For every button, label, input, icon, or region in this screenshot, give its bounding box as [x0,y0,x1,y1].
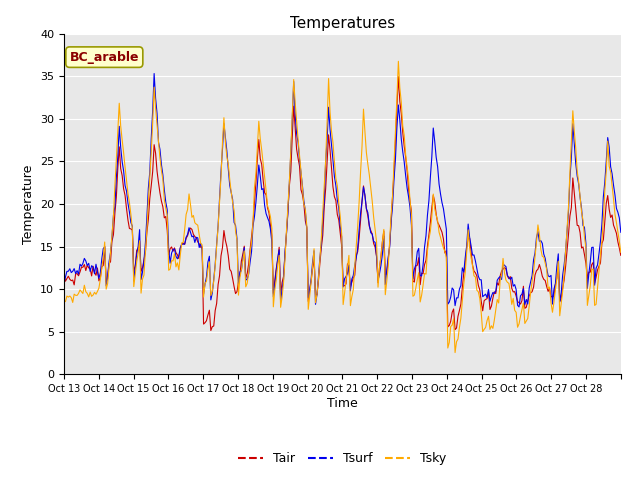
Tair [348,279,356,285]
Tsky [346,303,354,309]
Tair [460,270,468,276]
Tsurf [97,270,104,276]
Tsky [451,350,459,356]
Tsky [617,250,625,255]
Tsky [616,239,623,244]
Tair [617,252,625,258]
Tsky [460,281,468,287]
Tsky [79,290,87,296]
Text: BC_arable: BC_arable [70,51,139,64]
Tsurf [616,215,623,221]
Tsky [394,59,402,64]
Tsurf [348,276,356,282]
Tair [616,245,623,251]
Tsurf [79,261,87,266]
Line: Tsurf: Tsurf [64,73,621,307]
Tsurf [543,265,550,271]
Tair [207,328,214,334]
X-axis label: Time: Time [327,397,358,410]
Line: Tsky: Tsky [64,61,621,353]
Title: Temperatures: Temperatures [290,16,395,31]
Tair [79,264,87,270]
Tsky [97,276,104,282]
Tair [60,272,68,278]
Tair [394,74,402,80]
Tsurf [617,229,625,235]
Tair [97,275,104,281]
Legend: Tair, Tsurf, Tsky: Tair, Tsurf, Tsky [234,447,451,470]
Tsurf [60,280,68,286]
Tsky [60,298,68,304]
Tsurf [458,265,466,271]
Tsurf [515,304,523,310]
Tair [543,284,550,289]
Line: Tair: Tair [64,77,621,331]
Tsky [543,266,550,272]
Tsurf [150,71,158,76]
Y-axis label: Temperature: Temperature [22,164,35,244]
